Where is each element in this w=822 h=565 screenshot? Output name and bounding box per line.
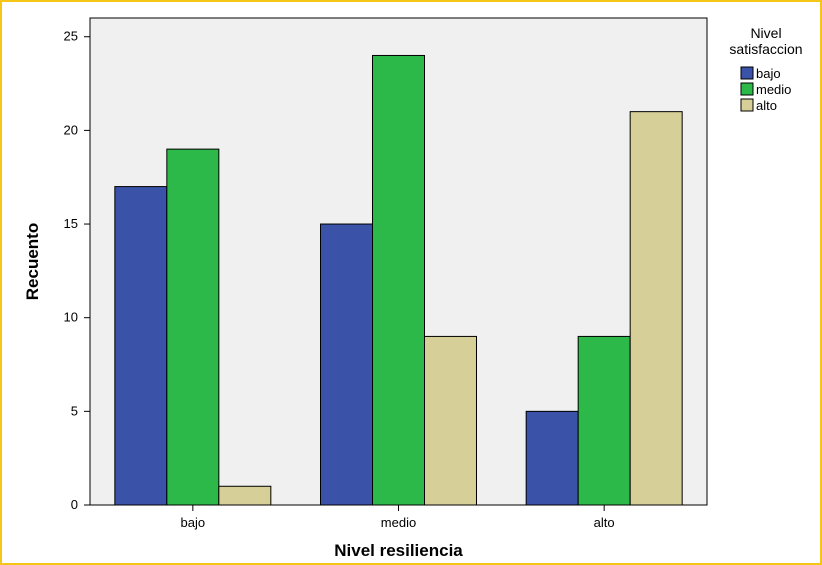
x-axis-title: Nivel resiliencia — [334, 541, 463, 560]
legend-title-line-1: Nivel — [750, 25, 781, 41]
x-axis: bajo medio alto — [181, 505, 615, 530]
y-axis-title: Recuento — [23, 223, 42, 300]
bar-bajo-medio — [166, 148, 220, 506]
legend-swatch-bajo — [740, 66, 754, 80]
legend-swatch-medio — [740, 82, 754, 96]
bar-bajo-alto — [218, 485, 272, 506]
x-tick-label: alto — [594, 515, 615, 530]
y-tick-label: 0 — [71, 497, 78, 512]
legend-label-alto: alto — [756, 98, 777, 113]
bar-medio-medio — [372, 54, 425, 506]
legend-label-bajo: bajo — [756, 66, 781, 81]
legend-swatch-alto — [740, 98, 754, 112]
y-tick-label: 5 — [71, 403, 78, 418]
bar-medio-alto — [424, 335, 477, 506]
y-axis: 0 5 10 15 20 25 — [64, 29, 90, 512]
y-tick-label: 15 — [64, 216, 78, 231]
bar-alto-alto — [629, 111, 683, 506]
x-tick-label: medio — [381, 515, 416, 530]
y-tick-label: 25 — [64, 29, 78, 44]
bar-medio-bajo — [320, 223, 373, 506]
bar-bajo-bajo — [114, 186, 168, 506]
bars-group — [114, 54, 683, 506]
x-tick-label: bajo — [181, 515, 206, 530]
legend-title-line-2: satisfaccion — [729, 41, 802, 57]
legend-label-medio: medio — [756, 82, 791, 97]
bar-alto-medio — [577, 335, 631, 506]
y-tick-label: 20 — [64, 122, 78, 137]
bar-alto-bajo — [525, 410, 579, 506]
y-tick-label: 10 — [64, 310, 78, 325]
